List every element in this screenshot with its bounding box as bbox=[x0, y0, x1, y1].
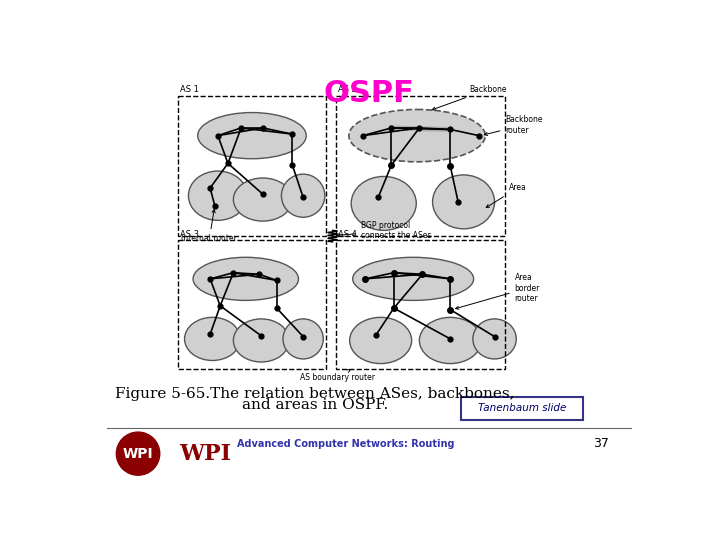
FancyBboxPatch shape bbox=[462, 397, 583, 420]
Text: 37: 37 bbox=[593, 437, 609, 450]
Circle shape bbox=[117, 432, 160, 475]
Ellipse shape bbox=[184, 318, 240, 361]
Text: Advanced Computer Networks: Routing: Advanced Computer Networks: Routing bbox=[237, 438, 454, 449]
Ellipse shape bbox=[283, 319, 323, 359]
Ellipse shape bbox=[198, 112, 306, 159]
Text: Tanenbaum slide: Tanenbaum slide bbox=[478, 403, 567, 413]
Text: Area
border
router: Area border router bbox=[456, 273, 540, 309]
Ellipse shape bbox=[353, 257, 474, 300]
Text: BGP protocol
connects the ASes: BGP protocol connects the ASes bbox=[336, 221, 431, 240]
Text: OSPF: OSPF bbox=[323, 79, 415, 107]
Text: Internal router: Internal router bbox=[181, 210, 238, 244]
Text: Area: Area bbox=[486, 184, 526, 207]
Text: Backbone
router: Backbone router bbox=[485, 115, 543, 136]
Text: WPI: WPI bbox=[122, 447, 153, 461]
Ellipse shape bbox=[189, 171, 248, 220]
Text: Backbone: Backbone bbox=[432, 85, 508, 110]
Text: AS 2: AS 2 bbox=[338, 85, 357, 94]
Ellipse shape bbox=[349, 110, 485, 162]
Ellipse shape bbox=[433, 175, 495, 229]
Text: AS 1: AS 1 bbox=[180, 85, 199, 94]
Ellipse shape bbox=[282, 174, 325, 217]
Ellipse shape bbox=[419, 318, 482, 363]
Ellipse shape bbox=[233, 319, 289, 362]
Text: AS boundary router: AS boundary router bbox=[300, 369, 376, 382]
Ellipse shape bbox=[351, 177, 416, 231]
Text: AS 3: AS 3 bbox=[180, 230, 199, 239]
Ellipse shape bbox=[233, 178, 292, 221]
Ellipse shape bbox=[473, 319, 516, 359]
Text: and areas in OSPF.: and areas in OSPF. bbox=[242, 398, 388, 412]
Text: WPI: WPI bbox=[179, 443, 231, 464]
Text: Figure 5-65.The relation between ASes, backbones,: Figure 5-65.The relation between ASes, b… bbox=[115, 387, 515, 401]
Ellipse shape bbox=[350, 318, 412, 363]
Ellipse shape bbox=[193, 257, 299, 300]
Text: AS 4: AS 4 bbox=[338, 230, 357, 239]
